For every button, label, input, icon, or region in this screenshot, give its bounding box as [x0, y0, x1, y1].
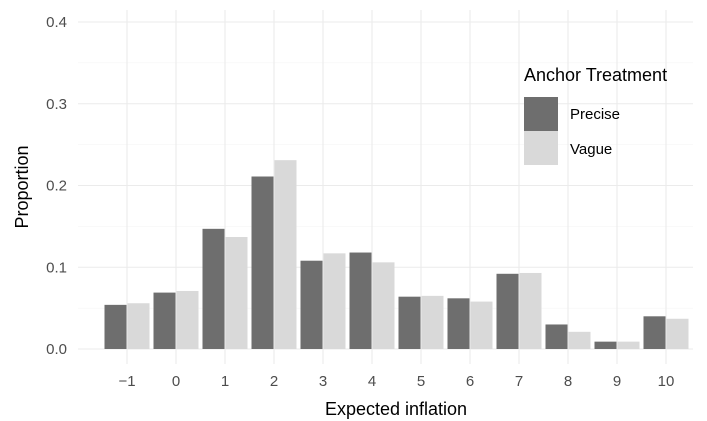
bar-vague-1: [225, 237, 248, 349]
bar-vague-7: [519, 272, 542, 349]
y-axis-title: Proportion: [12, 145, 32, 228]
bar-vague-0: [176, 290, 199, 349]
bar-vague-8: [568, 331, 591, 349]
bars: [104, 160, 689, 349]
bar-vague-2: [274, 160, 297, 349]
bar-precise-1: [202, 228, 225, 349]
y-tick-label: 0.4: [46, 14, 67, 31]
legend: Anchor Treatment Precise Vague: [524, 65, 667, 165]
x-tick-label: 2: [270, 373, 278, 390]
bar-precise-4: [349, 252, 372, 349]
bar-precise-10: [643, 316, 666, 349]
bar-vague-10: [666, 318, 689, 349]
x-tick-label: 9: [613, 373, 621, 390]
bar-precise-7: [496, 273, 519, 349]
y-tick-label: 0.3: [46, 96, 67, 113]
x-tick-label: −1: [118, 373, 135, 390]
bar-precise-−1: [104, 304, 127, 349]
x-tick-label: 8: [564, 373, 572, 390]
legend-key-precise: [524, 97, 558, 131]
y-tick-label: 0.0: [46, 341, 67, 358]
x-axis-title: Expected inflation: [325, 399, 467, 419]
bar-vague-6: [470, 301, 493, 349]
x-tick-label: 0: [172, 373, 180, 390]
y-axis-ticks: 0.0 0.1 0.2 0.3 0.4: [46, 14, 67, 358]
bar-precise-5: [398, 296, 421, 349]
legend-title: Anchor Treatment: [524, 65, 667, 85]
bar-precise-0: [153, 292, 176, 349]
bar-vague-3: [323, 253, 346, 349]
y-tick-label: 0.2: [46, 178, 67, 195]
bar-precise-3: [300, 260, 323, 349]
x-tick-label: 5: [417, 373, 425, 390]
bar-vague-5: [421, 295, 444, 349]
x-tick-label: 3: [319, 373, 327, 390]
bar-precise-9: [594, 341, 617, 349]
bar-precise-8: [545, 324, 568, 349]
y-tick-label: 0.1: [46, 259, 67, 276]
bar-vague-−1: [127, 303, 150, 349]
legend-label-precise: Precise: [570, 106, 620, 123]
x-tick-label: 4: [368, 373, 376, 390]
x-tick-label: 6: [466, 373, 474, 390]
x-tick-label: 7: [515, 373, 523, 390]
x-axis-ticks: −1 0 1 2 3 4 5 6 7 8 9 10: [118, 373, 674, 390]
bar-vague-9: [617, 341, 640, 349]
grid-lines: [78, 10, 693, 364]
legend-key-vague: [524, 131, 558, 165]
x-tick-label: 1: [221, 373, 229, 390]
bar-precise-2: [251, 176, 274, 349]
bar-precise-6: [447, 298, 470, 349]
legend-label-vague: Vague: [570, 141, 612, 158]
bar-vague-4: [372, 262, 395, 349]
x-tick-label: 10: [658, 373, 675, 390]
